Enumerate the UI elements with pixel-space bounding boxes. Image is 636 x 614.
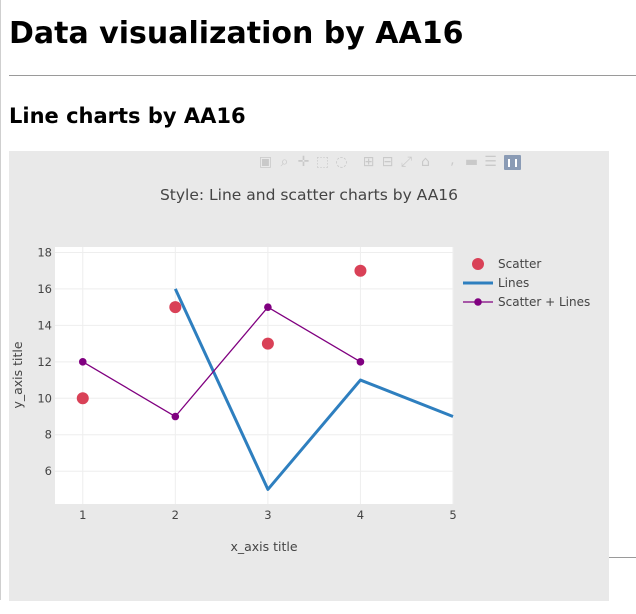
data-point[interactable] (264, 303, 272, 311)
hover-closest-icon[interactable]: ▬ (464, 154, 479, 170)
y-tick-label: 10 (37, 391, 52, 405)
page-left-rule (0, 0, 1, 600)
series-scatter (76, 264, 367, 405)
legend-marker (474, 298, 482, 306)
plot-area[interactable] (55, 247, 453, 504)
x-tick-labels: 1 2 3 4 5 (79, 508, 457, 522)
x-axis-label: x_axis title (230, 539, 297, 554)
x-tick-label: 5 (449, 508, 456, 522)
title-divider (9, 75, 636, 76)
page-bottom-rule (609, 557, 636, 558)
data-point[interactable] (171, 412, 180, 421)
y-tick-label: 16 (37, 282, 52, 296)
zoom-icon[interactable]: ⌕ (280, 154, 289, 170)
legend-label: Scatter + Lines (498, 295, 590, 309)
series-line[interactable] (173, 288, 454, 491)
chart-title: Style: Line and scatter charts by AA16 (160, 186, 458, 204)
spike-lines-icon[interactable]: ⸴ (450, 154, 455, 170)
grid-lines (55, 247, 454, 504)
y-tick-label: 12 (37, 355, 52, 369)
data-point[interactable] (78, 358, 87, 366)
legend-marker (472, 258, 484, 270)
page-title: Data visualization by AA16 (9, 16, 464, 51)
legend-label: Scatter (498, 257, 541, 271)
series-layer (76, 264, 454, 491)
camera-icon[interactable]: ▣ (258, 154, 273, 170)
reset-axes-icon[interactable]: ⌂ (421, 154, 430, 170)
data-point[interactable] (261, 337, 274, 350)
data-point[interactable] (169, 301, 182, 314)
x-tick-label: 1 (79, 508, 86, 522)
pan-icon[interactable]: ✛ (297, 154, 310, 170)
modebar: ▣ ⌕ ✛ ⬚ ◌ ⊞ ⊟ ⤢ ⌂ ⸴ ▬ ☰ (256, 152, 521, 172)
section-title: Line charts by AA16 (9, 104, 246, 128)
box-select-icon[interactable]: ⬚ (315, 154, 330, 170)
series-lines (173, 288, 454, 491)
data-point[interactable] (354, 264, 367, 277)
y-axis-label: y_axis title (10, 341, 25, 408)
hover-compare-icon[interactable]: ☰ (484, 154, 497, 170)
y-tick-label: 8 (45, 428, 52, 442)
x-tick-label: 3 (264, 508, 271, 522)
x-tick-label: 4 (357, 508, 364, 522)
series-line[interactable] (82, 306, 361, 418)
legend[interactable]: Scatter Lines Scatter + Lines (463, 257, 590, 309)
plotly-logo-icon[interactable] (504, 154, 521, 170)
y-tick-label: 14 (37, 318, 52, 332)
autoscale-icon[interactable]: ⤢ (400, 154, 413, 170)
y-tick-label: 6 (45, 464, 52, 478)
y-tick-labels: 6 8 10 12 14 16 18 (37, 245, 52, 478)
zoom-in-icon[interactable]: ⊞ (362, 154, 375, 170)
data-point[interactable] (76, 392, 89, 405)
legend-item[interactable]: Lines (463, 276, 529, 290)
series-scatter-lines (78, 303, 365, 421)
x-tick-label: 2 (172, 508, 179, 522)
legend-label: Lines (498, 276, 529, 290)
zoom-out-icon[interactable]: ⊟ (381, 154, 394, 170)
data-point[interactable] (356, 358, 365, 366)
y-tick-label: 18 (37, 245, 52, 259)
legend-item[interactable]: Scatter + Lines (463, 295, 590, 309)
lasso-icon[interactable]: ◌ (335, 154, 348, 170)
legend-item[interactable]: Scatter (472, 257, 541, 271)
